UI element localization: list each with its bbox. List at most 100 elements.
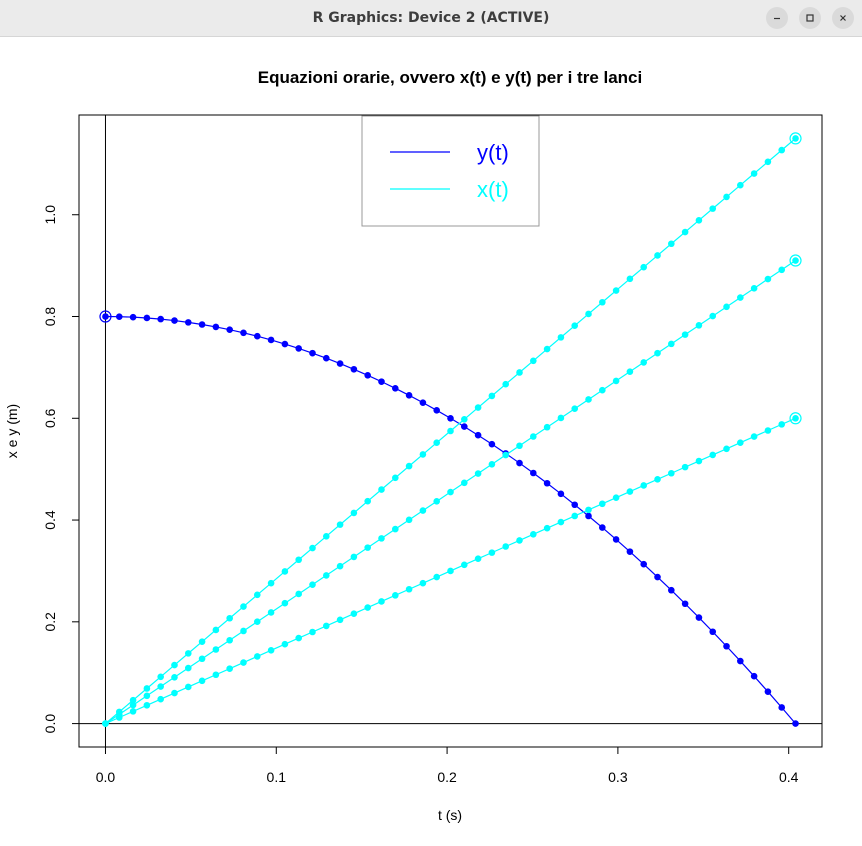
series-2-point-32 [543,423,551,431]
series-1-point-43 [695,217,703,224]
y-tick-label-0: 0.0 [42,714,58,734]
series-1-point-32 [543,345,551,353]
x-axis: 0.0 0.1 0.2 0.3 0.4 [96,746,799,785]
legend-box [361,115,540,227]
series-0-point-2 [129,313,137,321]
series-3-point-37 [612,494,620,501]
series-2-point-10 [240,627,247,635]
series-3-point-16 [322,622,330,630]
series-2-point-15 [309,581,316,588]
series-0-point-16 [322,354,330,362]
series-3-point-42 [681,463,689,471]
series-1-point-27 [474,404,482,411]
series-3-point-21 [392,592,399,599]
series-3-point-18 [350,610,358,617]
series-3-point-25 [447,567,454,575]
series-0-point-23 [419,399,427,406]
series-1-point-19 [364,497,371,505]
series-1-point-37 [612,287,620,294]
maximize-icon [806,14,814,22]
series-0-point-12 [267,336,275,344]
series-1-point-50 [792,135,799,142]
series-0-point-38 [626,548,634,555]
series-1-point-48 [764,158,772,166]
minimize-icon [774,17,780,20]
series-1-point-23 [419,451,427,458]
series-0-point-50 [792,720,799,727]
series-2-point-13 [281,599,289,607]
series-2-point-19 [364,544,371,551]
series-0-point-43 [695,614,703,621]
series-3-point-40 [654,476,661,483]
y-tick-label-4: 0.8 [42,307,58,327]
series-3-point-46 [737,439,744,447]
series-0-point-6 [184,319,192,326]
minimize-button[interactable] [766,7,788,29]
series-1-point-12 [267,579,275,587]
series-2 [102,254,802,727]
series-3-endpoint-marker [789,412,802,425]
series-2-point-38 [626,368,634,375]
series-1-point-4 [157,673,164,681]
series-2-point-8 [212,646,220,653]
series-2-point-42 [681,331,689,338]
series-2-point-31 [530,433,537,440]
series-3-point-36 [599,500,606,508]
series-2-point-25 [447,488,454,496]
series-2-point-22 [405,516,413,524]
series-1-point-41 [668,240,675,248]
series-3-point-9 [226,665,233,672]
series-1-point-47 [750,170,758,177]
series-2-point-18 [350,553,358,561]
series-0-point-39 [640,560,648,568]
series-3-point-29 [502,543,510,550]
series-3-point-15 [309,628,316,636]
y-tick-label-3: 0.6 [42,408,58,428]
series-1-point-26 [461,416,468,423]
series-2-point-11 [253,618,261,626]
series-1-point-39 [640,263,648,271]
x-tick-label-0: 0.0 [96,769,116,785]
series-3-point-41 [668,469,675,477]
series-2-point-20 [378,535,385,542]
series-0-point-17 [336,360,344,367]
series-3-point-1 [115,714,123,721]
series-3-point-28 [488,549,496,556]
x-tick-label-4: 0.4 [779,769,799,785]
series-2-point-43 [695,322,703,329]
series-2-point-27 [474,470,482,477]
series-1-point-11 [253,591,261,599]
close-button[interactable] [832,7,854,29]
window-titlebar[interactable]: R Graphics: Device 2 (ACTIVE) [0,0,862,37]
series-3-point-4 [157,695,164,703]
close-icon [840,15,846,21]
series-1-point-21 [392,474,399,482]
series-2-point-23 [419,507,427,514]
maximize-button[interactable] [799,7,821,29]
series-3-point-0 [102,720,109,727]
series-1-point-45 [723,193,730,201]
series-3-point-47 [750,433,758,440]
series-0-point-30 [516,459,523,467]
series-1-point-13 [281,568,289,575]
series-0-point-19 [364,371,371,379]
series-3-point-35 [585,506,592,514]
series-0-point-14 [295,345,302,352]
series-3-point-49 [778,421,786,428]
series-0-point-15 [309,349,316,357]
series-0-point-41 [668,586,675,594]
series-0-point-21 [392,385,399,392]
series-3-point-20 [378,598,385,605]
series-1-endpoint-marker [789,132,802,145]
series-0-point-44 [709,628,717,636]
y-tick-label-5: 1.0 [42,205,58,225]
series-3-point-34 [571,512,579,520]
series-3-point-44 [709,451,717,459]
series-1-point-42 [681,228,689,236]
series-0-point-31 [530,469,537,477]
series-2-point-4 [157,683,164,690]
series-2-point-3 [143,692,151,700]
series-1-point-3 [143,685,151,692]
series-1-point-25 [447,427,454,435]
series-0-point-42 [681,600,689,608]
